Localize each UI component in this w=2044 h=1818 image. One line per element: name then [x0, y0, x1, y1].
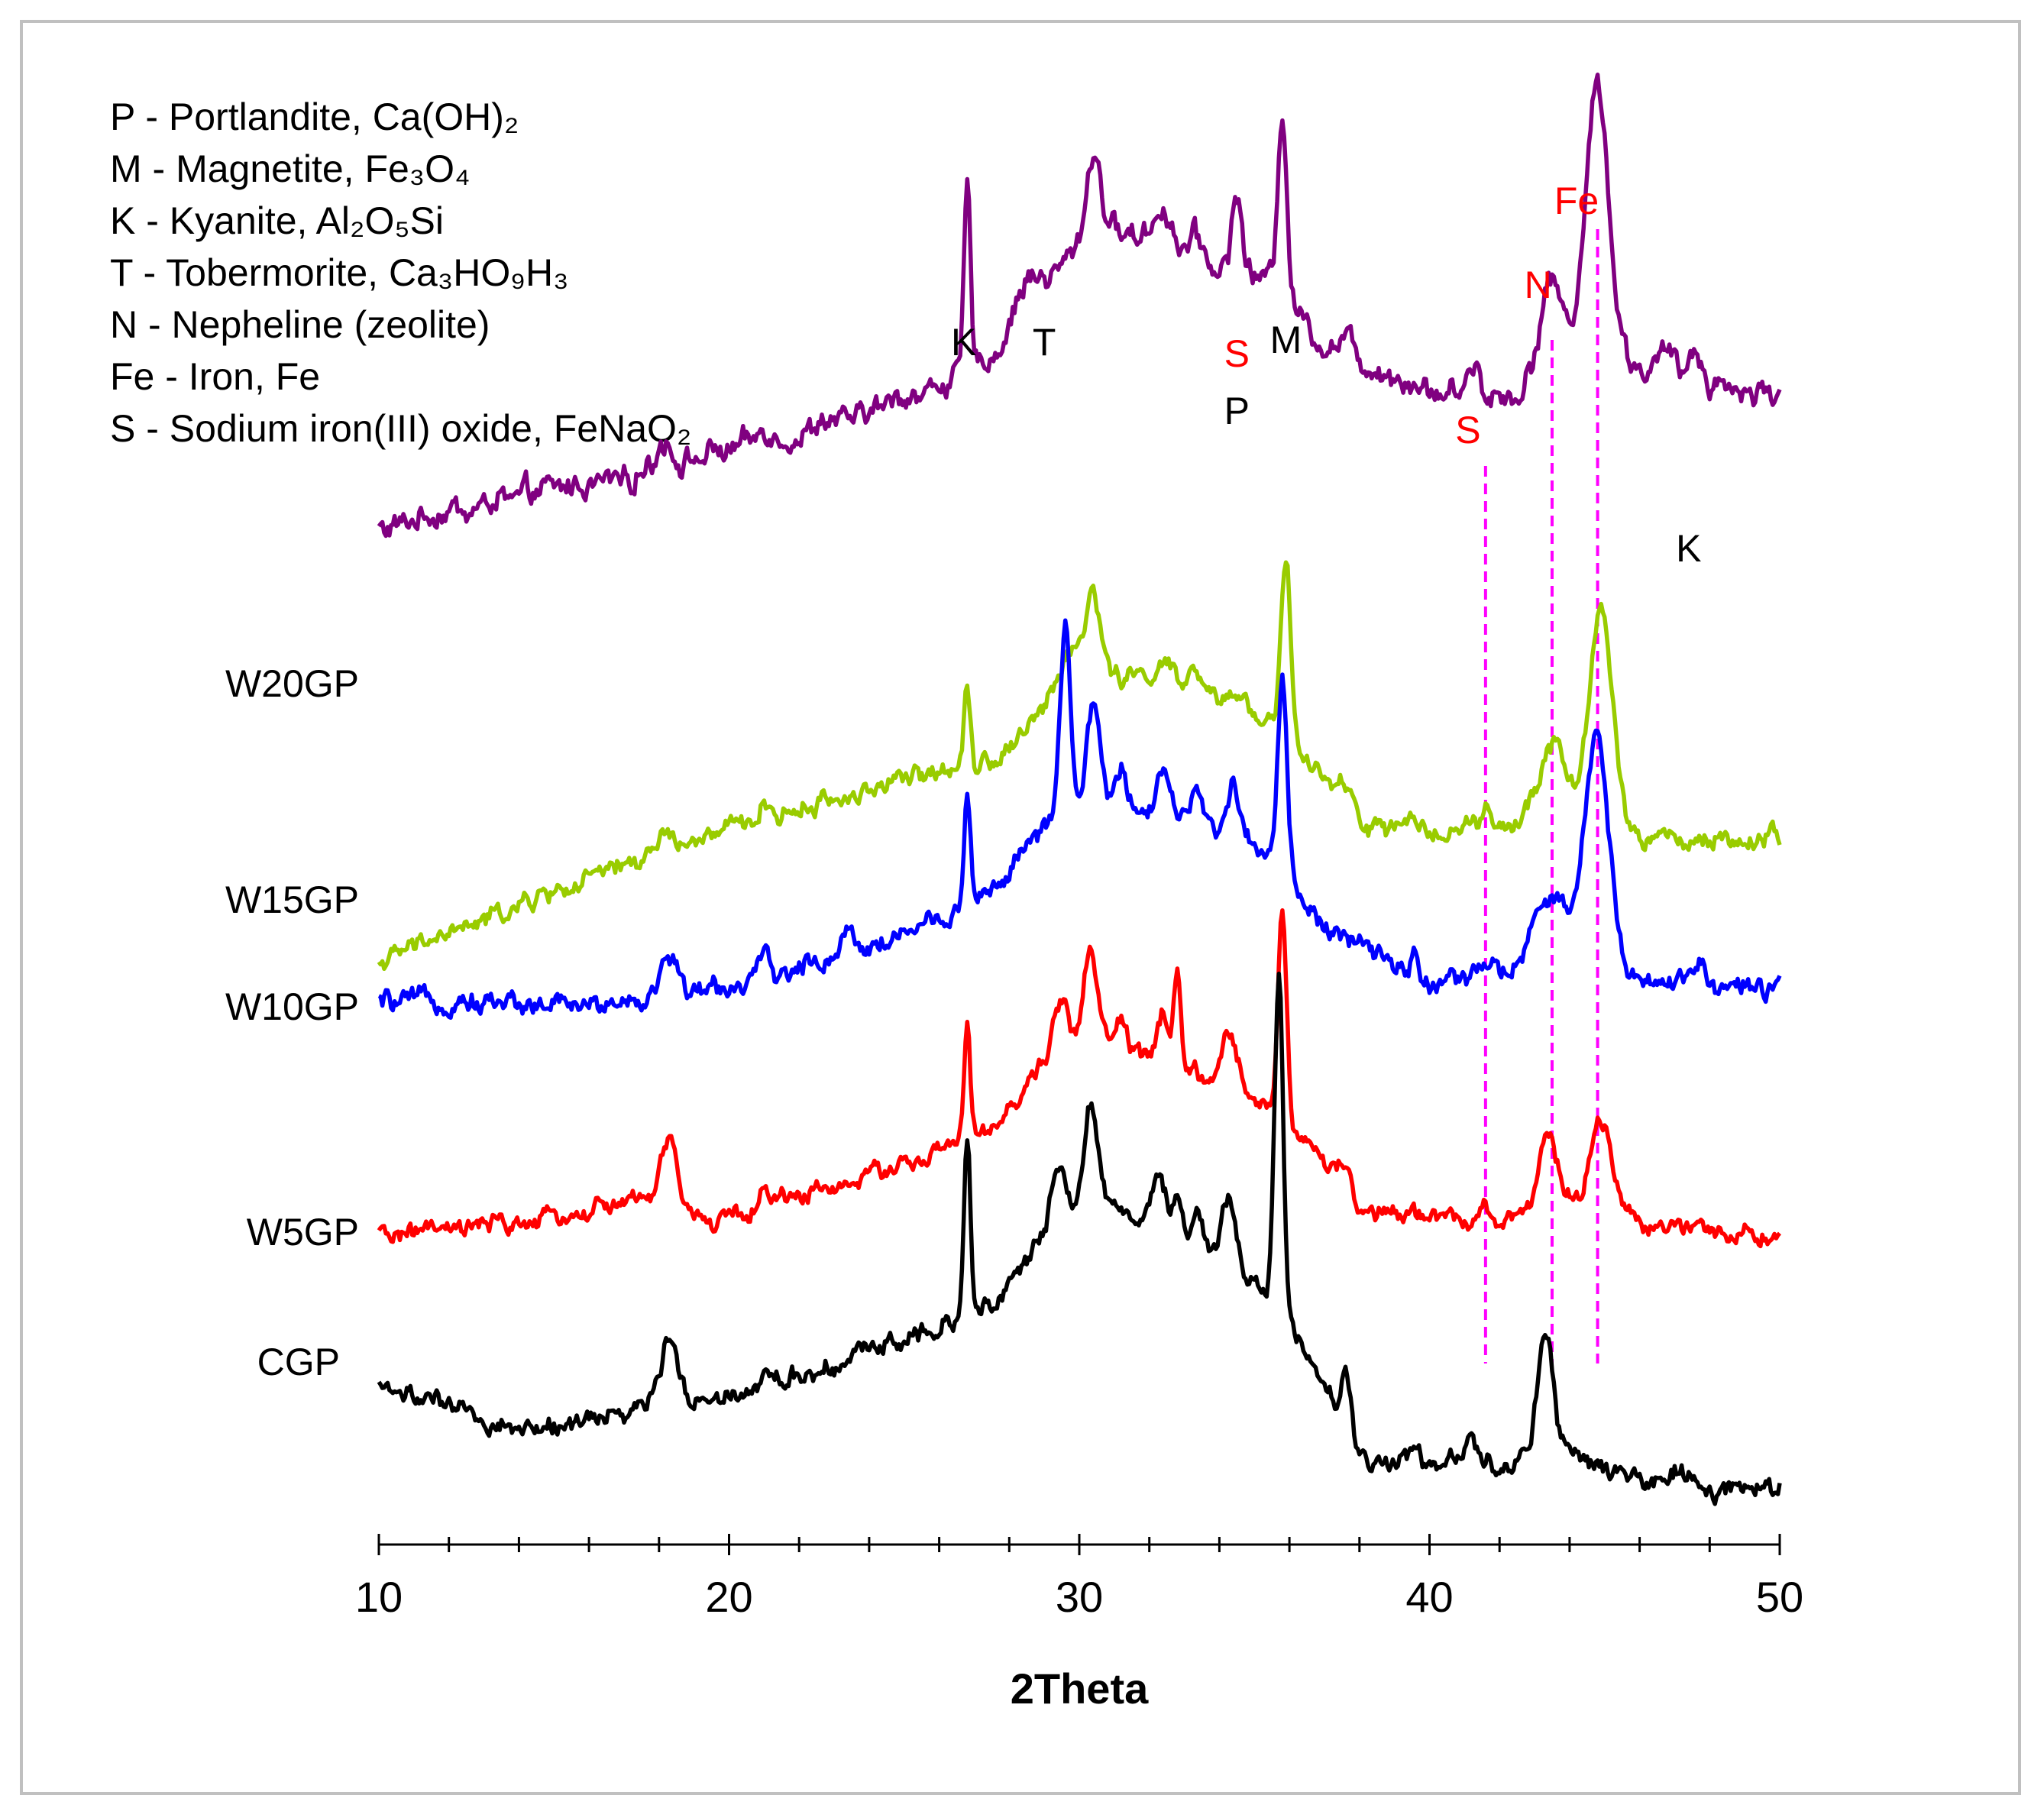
series-label: CGP	[257, 1341, 340, 1383]
peak-label: K	[1676, 527, 1701, 570]
peak-label: S	[1224, 332, 1250, 375]
series-label: W15GP	[225, 878, 359, 921]
series-line-w15gp	[377, 560, 1782, 972]
legend-entry: M - Magnetite, Fe₃O₄	[110, 147, 470, 190]
legend-entry: P - Portlandite, Ca(OH)₂	[110, 95, 519, 138]
series-labels: W20GP W15GP W10GP W5GP CGP	[225, 662, 359, 1383]
x-axis: 10 20 30 40 50	[355, 1534, 1803, 1621]
peak-label: N	[1525, 264, 1552, 306]
x-tick-label: 30	[1056, 1573, 1103, 1621]
legend-entry: N - Nepheline (zeolite)	[110, 303, 490, 346]
series-group	[377, 73, 1782, 1506]
x-axis-title: 2Theta	[1011, 1664, 1149, 1713]
chart-frame	[20, 20, 2021, 1795]
phase-legend: P - Portlandite, Ca(OH)₂ M - Magnetite, F…	[110, 95, 691, 450]
peak-label: K	[951, 321, 976, 364]
series-label: W20GP	[225, 662, 359, 705]
peak-label: P	[1224, 390, 1250, 432]
x-tick-label: 10	[355, 1573, 403, 1621]
peak-label: S	[1455, 409, 1480, 451]
reference-lines	[1483, 229, 1599, 1364]
series-label: W10GP	[225, 985, 359, 1028]
series-line-cgp	[377, 972, 1782, 1506]
legend-entry: K - Kyanite, Al₂O₅Si	[110, 199, 444, 242]
x-tick-label: 20	[705, 1573, 752, 1621]
series-label: W5GP	[247, 1211, 359, 1254]
peak-label: Fe	[1554, 180, 1599, 222]
legend-entry: T - Tobermorite, Ca₃HO₉H₃	[110, 251, 569, 294]
series-line-w10gp	[377, 618, 1782, 1021]
peak-label: M	[1270, 319, 1302, 361]
series-line-w20gp	[377, 73, 1782, 539]
x-tick-label: 50	[1756, 1573, 1803, 1621]
peak-label: T	[1033, 321, 1056, 364]
legend-entry: Fe - Iron, Fe	[110, 355, 320, 398]
legend-entry: S - Sodium iron(III) oxide, FeNaO₂	[110, 407, 691, 450]
x-tick-label: 40	[1405, 1573, 1453, 1621]
series-line-w5gp	[377, 908, 1782, 1249]
